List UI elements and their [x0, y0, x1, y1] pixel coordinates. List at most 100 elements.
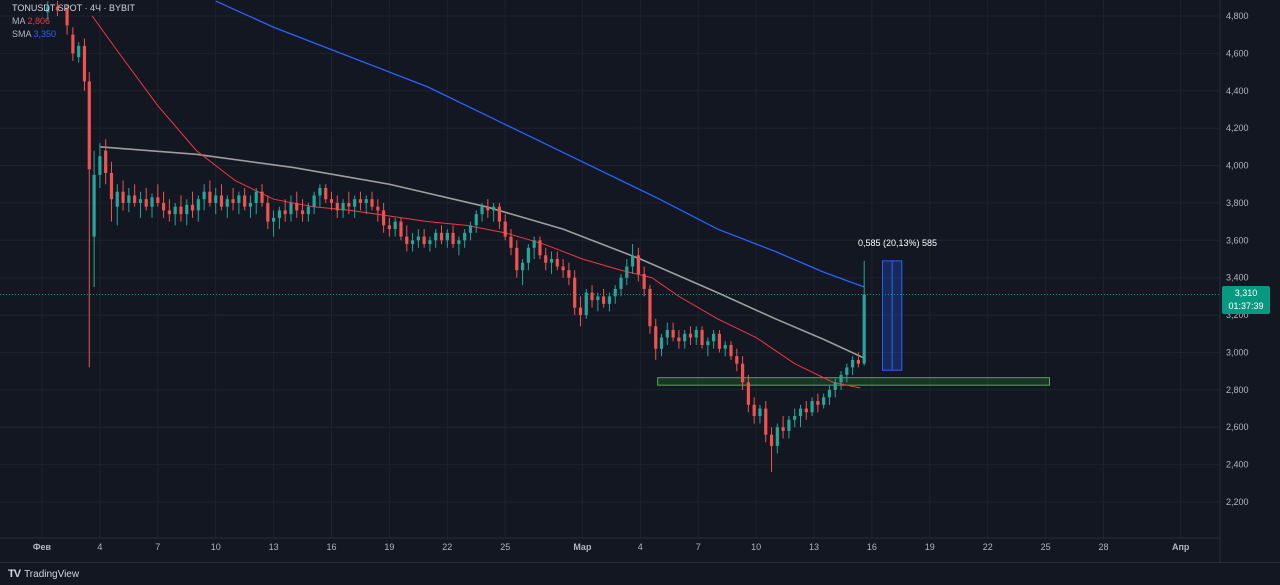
ma-label: MA: [12, 16, 26, 26]
x-tick-label: 7: [696, 542, 701, 552]
tradingview-logo[interactable]: TV TradingView: [8, 568, 79, 580]
candle-body: [769, 434, 774, 446]
candle-body: [740, 363, 745, 383]
candle-body: [439, 232, 444, 241]
candle-body: [590, 292, 594, 301]
candle-body: [324, 187, 328, 200]
candle-body: [851, 359, 855, 368]
candle-body: [671, 330, 675, 338]
candle-body: [329, 199, 334, 203]
candle-body: [167, 210, 171, 215]
x-tick-label: 25: [1041, 542, 1051, 552]
candle-body: [538, 240, 542, 256]
y-tick-label: 4,800: [1226, 11, 1249, 21]
candle-body: [104, 150, 108, 174]
candle-body: [775, 427, 779, 446]
candle-body: [77, 45, 81, 58]
candle-body: [712, 333, 716, 342]
x-tick-label: 16: [326, 542, 336, 552]
candle-body: [532, 240, 536, 248]
x-tick-label: Фев: [33, 542, 52, 552]
candle-body: [422, 236, 426, 245]
candle-body: [526, 247, 530, 263]
x-tick-label: 28: [1098, 542, 1108, 552]
x-tick-label: 22: [442, 542, 452, 552]
candle-body: [272, 217, 276, 222]
candle-body: [804, 408, 808, 413]
y-tick-label: 3,200: [1226, 310, 1249, 320]
candle-body: [376, 206, 380, 211]
sma-label: SMA: [12, 29, 32, 39]
candle-body: [706, 341, 710, 345]
candle-body: [468, 225, 473, 233]
candle-body: [503, 221, 507, 237]
x-tick-label: 19: [925, 542, 935, 552]
candle-body: [555, 259, 559, 267]
trend-curve: [99, 146, 865, 359]
candle-body: [71, 34, 75, 54]
x-tick-label: 13: [269, 542, 279, 552]
candle-body: [584, 292, 588, 316]
candle-body: [144, 199, 148, 207]
candle-body: [416, 236, 420, 241]
candle-body: [277, 210, 281, 218]
candle-body: [578, 307, 583, 316]
candle-body: [862, 294, 866, 364]
candle-body: [486, 206, 490, 211]
brand-name: TradingView: [24, 568, 80, 580]
candle-body: [393, 221, 397, 230]
candle-body: [787, 419, 791, 431]
x-tick-label: 19: [384, 542, 394, 552]
candle-body: [179, 206, 183, 215]
candle-body: [347, 202, 351, 207]
candle-body: [405, 236, 409, 245]
candle-body: [659, 337, 664, 349]
candle-body: [237, 195, 241, 203]
current-price-tag: 3,310 01:37:39: [1222, 286, 1270, 314]
candle-body: [295, 202, 299, 211]
candle-body: [602, 296, 606, 304]
candle-body: [845, 367, 849, 375]
x-tick-label: 4: [638, 542, 643, 552]
candle-body: [138, 199, 143, 203]
candle-body: [341, 202, 345, 211]
candle-body: [312, 195, 316, 207]
chart-legend: TONUSDT SPOT · 4Ч · BYBIT MA 2,806 SMA 3…: [12, 2, 135, 41]
candle-body: [607, 296, 612, 304]
candle-body: [735, 356, 739, 364]
x-tick-label: Апр: [1172, 542, 1190, 552]
candle-body: [231, 199, 235, 203]
x-tick-label: 10: [751, 542, 761, 552]
candle-body: [156, 197, 160, 203]
candle-body: [694, 330, 698, 338]
candle-body: [387, 225, 391, 230]
candle-body: [833, 382, 837, 390]
candle-body: [573, 277, 577, 308]
candle-body: [382, 210, 386, 226]
candle-body: [410, 240, 415, 245]
symbol-title[interactable]: TONUSDT SPOT · 4Ч · BYBIT: [12, 3, 136, 13]
candle-body: [654, 326, 658, 349]
y-tick-label: 4,400: [1226, 86, 1249, 96]
x-tick-label: 4: [97, 542, 102, 552]
sma-line: [215, 0, 865, 288]
candle-body: [451, 232, 455, 245]
candle-body: [520, 262, 525, 271]
candle-body: [636, 255, 640, 274]
candle-body: [65, 8, 69, 26]
sma-legend[interactable]: SMA 3,350: [12, 28, 135, 41]
x-tick-label: 22: [983, 542, 993, 552]
tradingview-logo-icon: TV: [8, 568, 21, 580]
candle-body: [82, 45, 87, 82]
candle-body: [480, 206, 484, 215]
candle-body: [260, 191, 264, 203]
candle-body: [283, 210, 287, 215]
candle-body: [202, 191, 206, 200]
candle-body: [665, 330, 669, 338]
candle-body: [596, 296, 600, 301]
ma-legend[interactable]: MA 2,806: [12, 15, 135, 28]
candle-body: [127, 195, 131, 203]
candle-body: [810, 401, 814, 413]
candle-body: [254, 191, 258, 203]
